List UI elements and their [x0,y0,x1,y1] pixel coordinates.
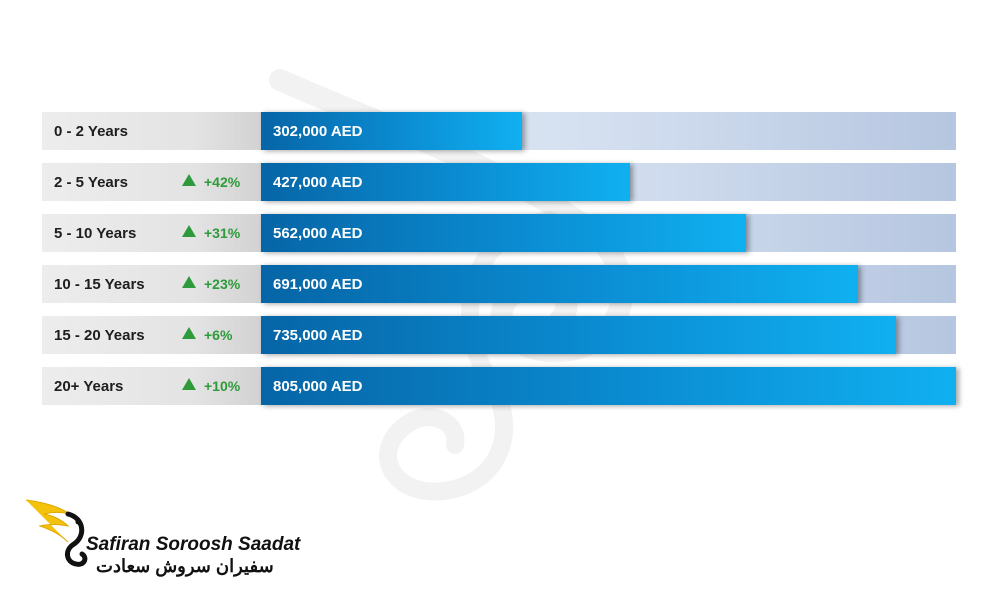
chart-row: 0 - 2 Years 302,000 AED [42,112,956,150]
up-arrow-icon [182,276,196,288]
chart-row: 15 - 20 Years +6% 735,000 AED [42,316,956,354]
salary-bar-chart: 0 - 2 Years 302,000 AED 2 - 5 Years +42% 427… [42,112,956,418]
salary-bar: 562,000 AED [261,214,746,252]
salary-bar: 427,000 AED [261,163,630,201]
row-label-cell: 10 - 15 Years +23% [42,265,261,303]
growth-label: +31% [204,225,241,241]
row-label-cell: 2 - 5 Years +42% [42,163,261,201]
chart-row: 20+ Years +10% 805,000 AED [42,367,956,405]
brand-name-persian: سفیران سروش سعادت [96,556,274,576]
up-arrow-icon [182,225,196,237]
salary-bar: 735,000 AED [261,316,896,354]
category-label: 5 - 10 Years [54,225,137,242]
up-arrow-icon [182,378,196,390]
chart-row: 5 - 10 Years +31% 562,000 AED [42,214,956,252]
bar-track: 427,000 AED [261,163,956,201]
growth-indicator: +6% [182,327,232,343]
category-label: 0 - 2 Years [54,123,128,140]
bar-value-label: 735,000 AED [273,327,363,344]
salary-bar: 691,000 AED [261,265,858,303]
category-label: 2 - 5 Years [54,174,128,191]
row-label-cell: 5 - 10 Years +31% [42,214,261,252]
swan-logo-icon [25,499,88,567]
bar-track: 691,000 AED [261,265,956,303]
growth-indicator: +23% [182,276,240,292]
row-label-cell: 15 - 20 Years +6% [42,316,261,354]
growth-indicator: +31% [182,225,240,241]
category-label: 15 - 20 Years [54,327,145,344]
bar-track: 302,000 AED [261,112,956,150]
category-label: 10 - 15 Years [54,276,145,293]
growth-label: +42% [204,174,241,190]
brand-logo: Safiran Soroosh Saadat سفیران سروش سعادت [22,492,300,582]
bar-value-label: 691,000 AED [273,276,363,293]
bar-value-label: 427,000 AED [273,174,363,191]
salary-bar: 302,000 AED [261,112,522,150]
row-label-cell: 20+ Years +10% [42,367,261,405]
bar-value-label: 562,000 AED [273,225,363,242]
bar-value-label: 302,000 AED [273,123,363,140]
bar-track: 562,000 AED [261,214,956,252]
growth-label: +23% [204,276,241,292]
up-arrow-icon [182,174,196,186]
chart-row: 2 - 5 Years +42% 427,000 AED [42,163,956,201]
up-arrow-icon [182,327,196,339]
bar-track: 735,000 AED [261,316,956,354]
bar-track: 805,000 AED [261,367,956,405]
growth-label: +6% [204,327,233,343]
category-label: 20+ Years [54,378,124,395]
chart-row: 10 - 15 Years +23% 691,000 AED [42,265,956,303]
salary-bar: 805,000 AED [261,367,956,405]
brand-name-english: Safiran Soroosh Saadat [86,534,301,555]
growth-indicator: +10% [182,378,240,394]
row-label-cell: 0 - 2 Years [42,112,261,150]
growth-indicator: +42% [182,174,240,190]
bar-value-label: 805,000 AED [273,378,363,395]
growth-label: +10% [204,378,241,394]
